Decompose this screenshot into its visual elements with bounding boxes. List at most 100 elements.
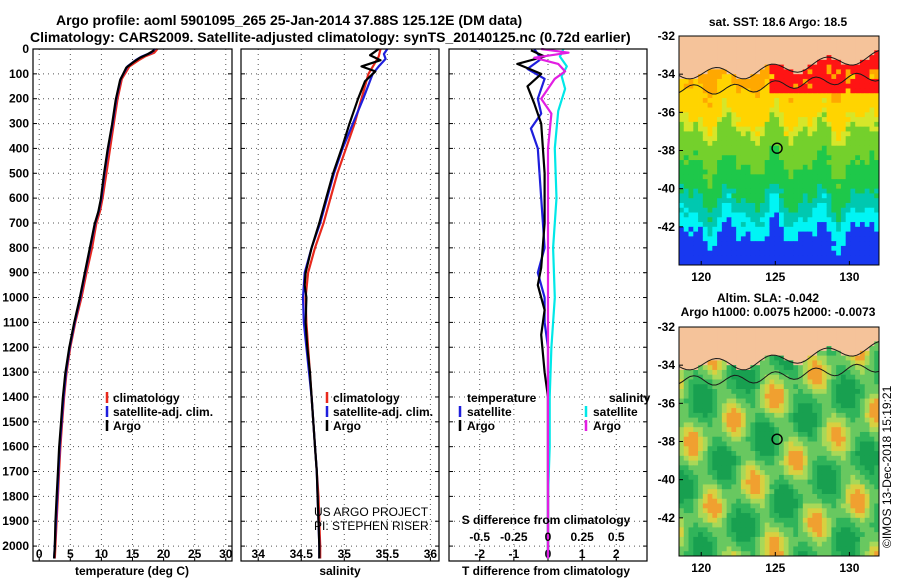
map-cell [755, 222, 761, 228]
map-cell [702, 408, 708, 414]
map-cell [726, 117, 732, 123]
map-cell [821, 93, 828, 99]
map-cell [864, 513, 870, 519]
map-cell [826, 360, 832, 366]
map-cell [736, 541, 742, 547]
map-cell [679, 260, 685, 266]
map-cell [721, 327, 728, 333]
map-cell [821, 517, 828, 523]
map-cell [707, 88, 713, 94]
map-cell [845, 174, 851, 180]
map-cell [855, 69, 861, 75]
map-cell [679, 241, 685, 247]
map-cell [755, 412, 761, 419]
map-cell [736, 245, 742, 252]
map-cell [679, 164, 685, 170]
map-cell [821, 88, 828, 94]
map-cell [707, 226, 713, 232]
map-cell [769, 155, 775, 161]
map-cell [779, 527, 785, 533]
map-cell [698, 498, 704, 504]
map-cell [783, 93, 789, 99]
map-cell [750, 427, 756, 433]
map-cell [721, 551, 728, 557]
map-cell [855, 508, 861, 514]
map-cell [788, 451, 794, 457]
map-cell [831, 341, 837, 347]
map-cell [721, 136, 728, 142]
map-cell [850, 222, 856, 228]
map-cell [688, 346, 694, 352]
map-cell [731, 403, 737, 409]
map-cell [783, 369, 789, 376]
map-cell [831, 231, 837, 237]
map-cell [831, 532, 837, 538]
map-cell [683, 431, 689, 438]
map-cell [707, 236, 713, 242]
map-cell [864, 536, 870, 543]
map-cell [683, 202, 689, 209]
map-cell [840, 136, 847, 142]
map-cell [859, 498, 866, 504]
map-cell [831, 422, 837, 428]
map-cell [679, 64, 685, 70]
map-cell [793, 202, 799, 209]
map-cell [817, 107, 823, 113]
map-cell [874, 360, 880, 366]
map-cell [812, 379, 818, 385]
map-cell [779, 74, 785, 80]
map-cell [783, 365, 789, 371]
map-cell [817, 45, 823, 51]
map-cell [764, 107, 770, 113]
sst-map-cells [679, 36, 880, 266]
x-tick-label: 34 [252, 547, 266, 561]
map-cell [779, 532, 785, 538]
map-cell [679, 489, 685, 495]
map-cell [688, 470, 694, 476]
map-cell [712, 536, 718, 543]
map-cell [759, 489, 766, 495]
map-cell [874, 489, 880, 495]
map-cell [726, 427, 732, 433]
map-cell [736, 236, 742, 242]
map-cell [859, 145, 866, 151]
map-cell [807, 145, 813, 151]
map-cell [717, 350, 723, 357]
map-cell [707, 212, 713, 218]
map-cell [850, 236, 856, 242]
map-cell [774, 379, 780, 385]
map-cell [840, 393, 847, 399]
map-cell [707, 207, 713, 213]
map-cell [874, 198, 880, 204]
map-cell [850, 140, 856, 147]
map-cell [731, 88, 737, 94]
map-cell [702, 78, 708, 85]
map-cell [850, 436, 856, 442]
map-cell [802, 255, 808, 261]
map-cell [869, 522, 875, 528]
map-cell [864, 255, 870, 261]
map-x-tick-label: 130 [839, 270, 859, 284]
map-cell [688, 169, 694, 175]
map-cell [826, 150, 832, 156]
map-cell [707, 169, 713, 175]
map-cell [774, 455, 780, 461]
map-cell [874, 551, 880, 557]
map-cell [840, 451, 847, 457]
map-cell [726, 40, 732, 46]
map-cell [717, 59, 723, 66]
map-cell [779, 422, 785, 428]
map-cell [859, 441, 866, 447]
map-cell [683, 360, 689, 366]
map-cell [845, 546, 851, 552]
map-cell [764, 441, 770, 447]
map-cell [693, 522, 699, 528]
map-cell [688, 121, 694, 128]
map-cell [769, 212, 775, 218]
map-cell [812, 131, 818, 137]
map-cell [736, 50, 742, 56]
map-cell [683, 145, 689, 151]
map-cell [807, 140, 813, 147]
map-cell [831, 226, 837, 232]
map-cell [798, 74, 804, 80]
